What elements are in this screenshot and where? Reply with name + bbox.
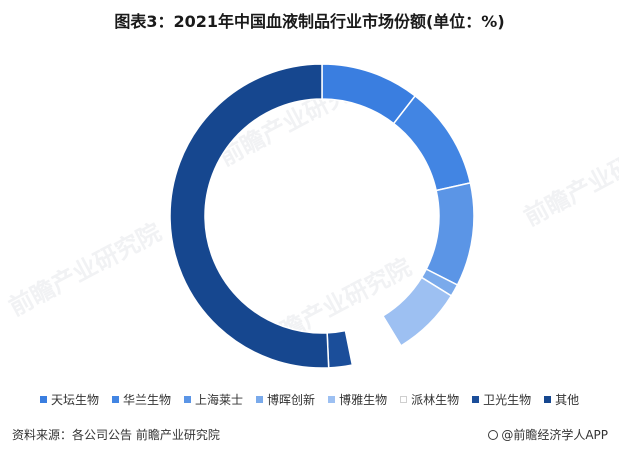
chart-title: 图表3：2021年中国血液制品行业市场份额(单位：%) — [114, 12, 505, 31]
donut-slice-8 — [169, 63, 330, 369]
donut-slice-2 — [392, 94, 472, 192]
legend-label: 博雅生物 — [339, 392, 388, 407]
legend-label: 华兰生物 — [123, 392, 172, 407]
legend-swatch — [328, 395, 336, 403]
legend-swatch — [40, 395, 47, 403]
chart-legend: 天坛生物 华兰生物 上海莱士 博晖创新 博雅生物 派林生物 卫光生物 其他 — [40, 389, 610, 409]
legend-label: 博晖创新 — [267, 392, 316, 407]
legend-swatch — [472, 395, 480, 403]
legend-label: 天坛生物 — [51, 392, 100, 407]
legend-item: 天坛生物 — [40, 391, 99, 408]
legend-swatch — [184, 395, 192, 403]
legend-label: 其他 — [555, 392, 580, 407]
legend-item: 其他 — [544, 391, 579, 408]
legend-label: 派林生物 — [411, 392, 460, 407]
legend-item: 派林生物 — [400, 391, 459, 408]
legend-item: 华兰生物 — [112, 391, 171, 408]
legend-item: 上海莱士 — [184, 391, 243, 408]
legend-item: 卫光生物 — [472, 391, 531, 408]
legend-item: 博晖创新 — [256, 391, 315, 408]
legend-swatch — [112, 395, 120, 403]
legend-swatch — [544, 395, 552, 403]
legend-swatch — [400, 395, 408, 403]
brand-logo-icon — [488, 429, 499, 440]
legend-swatch — [256, 395, 264, 403]
brand-text: @前瞻经济学人APP — [501, 428, 608, 442]
footer: 资料来源：各公司公告 前瞻产业研究院 @前瞻经济学人APP — [12, 426, 608, 443]
brand-credit: @前瞻经济学人APP — [488, 426, 608, 443]
legend-label: 上海莱士 — [195, 392, 244, 407]
legend-label: 卫光生物 — [483, 392, 532, 407]
legend-item: 博雅生物 — [328, 391, 387, 408]
donut-slice-3 — [425, 181, 475, 287]
source-note: 资料来源：各公司公告 前瞻产业研究院 — [12, 428, 220, 442]
